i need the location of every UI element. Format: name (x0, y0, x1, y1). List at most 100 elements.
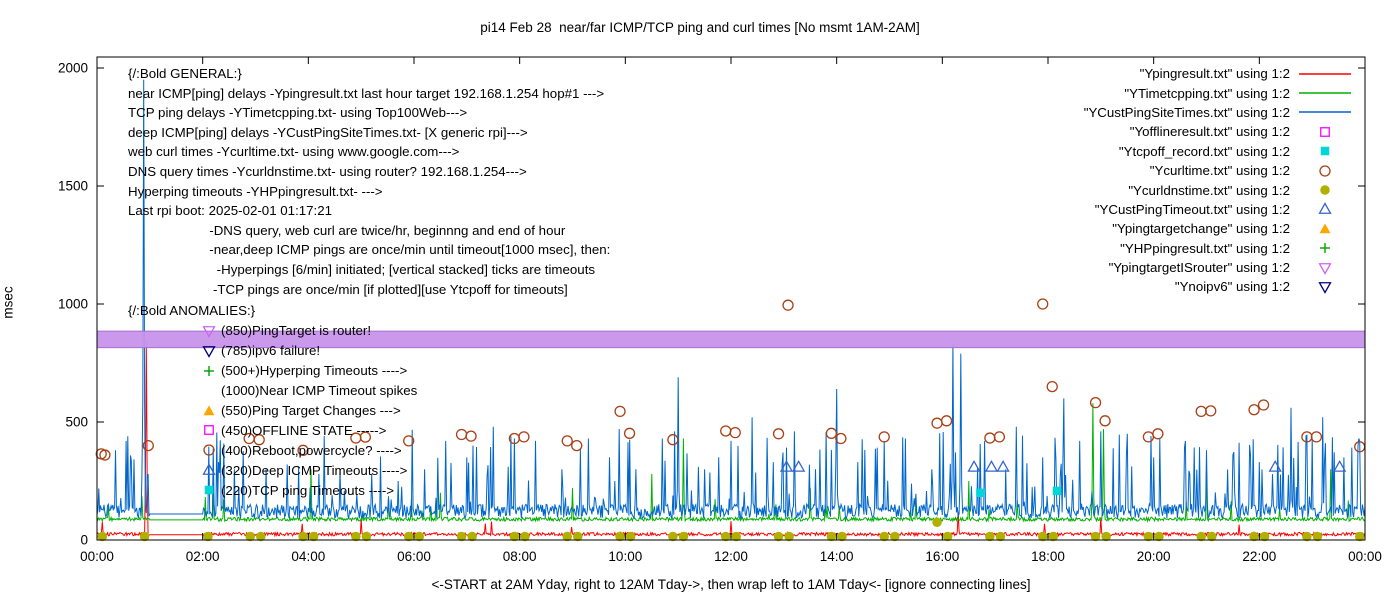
anomaly-item: (400)Reboot,powercycle? ----> (200, 440, 417, 460)
general-annotation-line: deep ICMP[ping] delays -YCustPingSiteTim… (128, 124, 528, 140)
legend-marker-icon (1299, 111, 1351, 114)
legend-marker-icon (1320, 126, 1330, 137)
svg-text:10:00: 10:00 (608, 549, 642, 564)
anomaly-label: (550)Ping Target Changes ---> (221, 403, 401, 418)
svg-text:04:00: 04:00 (291, 549, 325, 564)
svg-text:2000: 2000 (58, 61, 88, 76)
x-axis-caption: <-START at 2AM Yday, right to 12AM Tday-… (431, 577, 1031, 592)
legend-item: "YCustPingSiteTimes.txt" using 1:2 (1084, 103, 1354, 122)
svg-text:1500: 1500 (58, 179, 88, 194)
anomaly-label: (500+)Hyperping Timeouts ----> (221, 363, 408, 379)
legend-item: "Ypingresult.txt" using 1:2 (1084, 64, 1354, 83)
anomaly-marker-icon (200, 383, 218, 399)
anomaly-marker-icon (204, 365, 214, 376)
legend-marker-icon (1320, 243, 1330, 254)
svg-text:20:00: 20:00 (1137, 549, 1171, 564)
legend-label: "Ytcpoff_record.txt" using 1:2 (1118, 143, 1290, 159)
general-annotation-line: {/:Bold GENERAL:} (128, 66, 242, 81)
anomaly-item: (850)PingTarget is router! (200, 321, 417, 341)
svg-text:02:00: 02:00 (186, 549, 220, 564)
legend-marker-icon (1318, 262, 1332, 275)
legend-item: "YpingtargetISrouter" using 1:2 (1084, 258, 1354, 277)
legend-marker-icon (1319, 164, 1331, 177)
svg-text:0: 0 (80, 533, 88, 548)
legend-item: "Ytcpoff_record.txt" using 1:2 (1084, 142, 1354, 161)
svg-text:18:00: 18:00 (1031, 549, 1065, 564)
legend-item: "YHPpingresult.txt" using 1:2 (1084, 239, 1354, 258)
legend-marker-icon (1318, 202, 1332, 215)
general-annotation-line: Last rpi boot: 2025-02-01 01:17:21 (128, 203, 333, 219)
legend-label: "Ypingtargetchange" using 1:2 (1112, 221, 1290, 237)
svg-text:12:00: 12:00 (714, 549, 748, 564)
anomaly-label: (850)PingTarget is router! (221, 323, 372, 339)
anomalies-list: (850)PingTarget is router! (785)ipv6 fai… (128, 321, 417, 500)
legend-label: "Ynoipv6" using 1:2 (1174, 279, 1290, 295)
anomalies-heading: {/:Bold ANOMALIES:} (128, 303, 256, 318)
anomaly-marker-icon (203, 444, 215, 456)
legend-item: "Ynoipv6" using 1:2 (1084, 277, 1354, 296)
legend-label: "YHPpingresult.txt" using 1:2 (1120, 240, 1290, 256)
legend-item: "Ycurltime.txt" using 1:2 (1084, 161, 1354, 180)
legend-label: "Yofflineresult.txt" using 1:2 (1129, 124, 1290, 140)
general-annotation-line: near ICMP[ping] delays -Ypingresult.txt … (128, 85, 605, 101)
legend-label: "YTimetcpping.txt" using 1:2 (1124, 85, 1290, 101)
legend-marker-icon (1320, 147, 1330, 156)
legend-marker-icon (1319, 223, 1331, 234)
anomaly-marker-icon (203, 405, 215, 415)
svg-text:00:00: 00:00 (80, 549, 114, 564)
legend-item: "Ypingtargetchange" using 1:2 (1084, 219, 1354, 238)
chart-title: pi14 Feb 28 near/far ICMP/TCP ping and c… (480, 20, 920, 35)
anomaly-label: (1000)Near ICMP Timeout spikes (221, 383, 418, 399)
legend-item: "YCustPingTimeout.txt" using 1:2 (1084, 200, 1354, 219)
anomaly-marker-icon (204, 425, 214, 436)
legend-marker-icon (1318, 282, 1332, 294)
svg-text:08:00: 08:00 (503, 549, 537, 564)
anomaly-item: (1000)Near ICMP Timeout spikes (200, 381, 417, 401)
anomaly-label: (450)OFFLINE STATE -----> (221, 422, 387, 438)
general-annotation-block: {/:Bold GENERAL:} near ICMP[ping] delays… (128, 64, 610, 299)
anomaly-marker-icon (204, 485, 214, 495)
general-annotation-line: TCP ping delays -YTimetcpping.txt- using… (128, 105, 468, 121)
legend-item: "Ycurldnstime.txt" using 1:2 (1084, 180, 1354, 199)
svg-text:500: 500 (65, 415, 88, 430)
anomaly-marker-icon (202, 345, 216, 358)
svg-text:1000: 1000 (58, 297, 88, 312)
legend-label: "YpingtargetISrouter" using 1:2 (1108, 260, 1290, 276)
legend-marker-icon (1299, 92, 1351, 94)
anomaly-marker-icon (202, 326, 216, 338)
general-annotation-line: Hyperping timeouts -YHPpingresult.txt- -… (128, 183, 383, 199)
svg-text:22:00: 22:00 (1242, 549, 1276, 564)
general-annotation-line: web curl times -Ycurltime.txt- using www… (128, 144, 460, 160)
anomaly-marker-icon (202, 463, 216, 476)
svg-text:06:00: 06:00 (397, 549, 431, 564)
svg-text:00:00: 00:00 (1348, 549, 1382, 564)
legend-item: "YTimetcpping.txt" using 1:2 (1084, 83, 1354, 102)
legend-item: "Yofflineresult.txt" using 1:2 (1084, 122, 1354, 141)
anomaly-item: (450)OFFLINE STATE -----> (200, 420, 417, 440)
svg-text:14:00: 14:00 (820, 549, 854, 564)
svg-text:16:00: 16:00 (925, 549, 959, 564)
anomaly-item: (785)ipv6 failure! (200, 341, 417, 361)
legend-label: "YCustPingSiteTimes.txt" using 1:2 (1083, 104, 1290, 120)
anomaly-item: (320)Deep ICMP Timeouts ----> (200, 460, 417, 480)
legend-marker-icon (1320, 185, 1330, 195)
general-annotation-line: DNS query times -Ycurldnstime.txt- using… (128, 163, 527, 179)
legend-label: "Ycurltime.txt" using 1:2 (1149, 163, 1290, 179)
general-annotation-line: -DNS query, web curl are twice/hr, begin… (128, 222, 566, 238)
anomaly-label: (400)Reboot,powercycle? ----> (221, 442, 402, 458)
legend-label: "YCustPingTimeout.txt" using 1:2 (1094, 201, 1290, 217)
general-annotation-line: -near,deep ICMP pings are once/min until… (128, 242, 611, 258)
anomalies-annotation-block: {/:Bold ANOMALIES:} (850)PingTarget is r… (128, 301, 417, 500)
general-annotation-line: -TCP pings are once/min [if plotted][use… (128, 281, 568, 297)
anomaly-item: (550)Ping Target Changes ---> (200, 401, 417, 421)
anomaly-label: (220)TCP ping Timeouts ----> (221, 482, 395, 498)
legend-label: "Ypingresult.txt" using 1:2 (1139, 66, 1290, 82)
legend-label: "Ycurldnstime.txt" using 1:2 (1128, 182, 1290, 198)
anomaly-label: (320)Deep ICMP Timeouts ----> (221, 462, 408, 478)
chart-legend: "Ypingresult.txt" using 1:2 "YTimetcppin… (1084, 64, 1354, 297)
anomaly-item: (500+)Hyperping Timeouts ----> (200, 361, 417, 381)
anomaly-item: (220)TCP ping Timeouts ----> (200, 480, 417, 500)
y-axis-label: msec (0, 286, 16, 319)
